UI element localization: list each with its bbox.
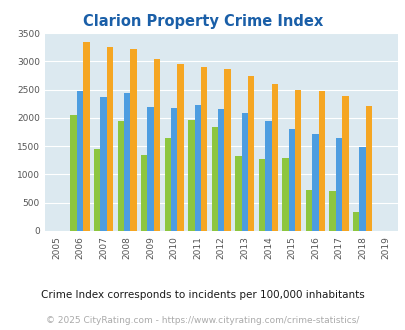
Bar [335,138,341,231]
Bar [147,107,153,231]
Bar [124,93,130,231]
Bar [217,109,224,231]
Bar [94,149,100,231]
Bar [77,91,83,231]
Bar [117,121,124,231]
Bar [200,67,207,231]
Bar [271,84,277,231]
Bar [141,155,147,231]
Bar [318,91,324,231]
Bar [153,59,160,231]
Bar [224,69,230,231]
Bar [247,76,254,231]
Bar [211,127,217,231]
Bar [188,120,194,231]
Bar [294,89,301,231]
Bar [177,64,183,231]
Bar [288,129,294,231]
Bar [264,121,271,231]
Bar [83,42,89,231]
Text: © 2025 CityRating.com - https://www.cityrating.com/crime-statistics/: © 2025 CityRating.com - https://www.city… [46,315,359,325]
Bar [235,156,241,231]
Bar [282,158,288,231]
Bar [107,47,113,231]
Bar [329,191,335,231]
Bar [241,113,247,231]
Text: Crime Index corresponds to incidents per 100,000 inhabitants: Crime Index corresponds to incidents per… [41,290,364,300]
Bar [341,96,347,231]
Bar [70,115,77,231]
Bar [100,97,107,231]
Bar [365,106,371,231]
Bar [311,134,318,231]
Text: Clarion Property Crime Index: Clarion Property Crime Index [83,14,322,29]
Bar [352,212,358,231]
Bar [305,190,311,231]
Bar [194,105,200,231]
Bar [258,159,264,231]
Bar [171,108,177,231]
Bar [358,147,365,231]
Bar [130,50,136,231]
Bar [164,138,171,231]
